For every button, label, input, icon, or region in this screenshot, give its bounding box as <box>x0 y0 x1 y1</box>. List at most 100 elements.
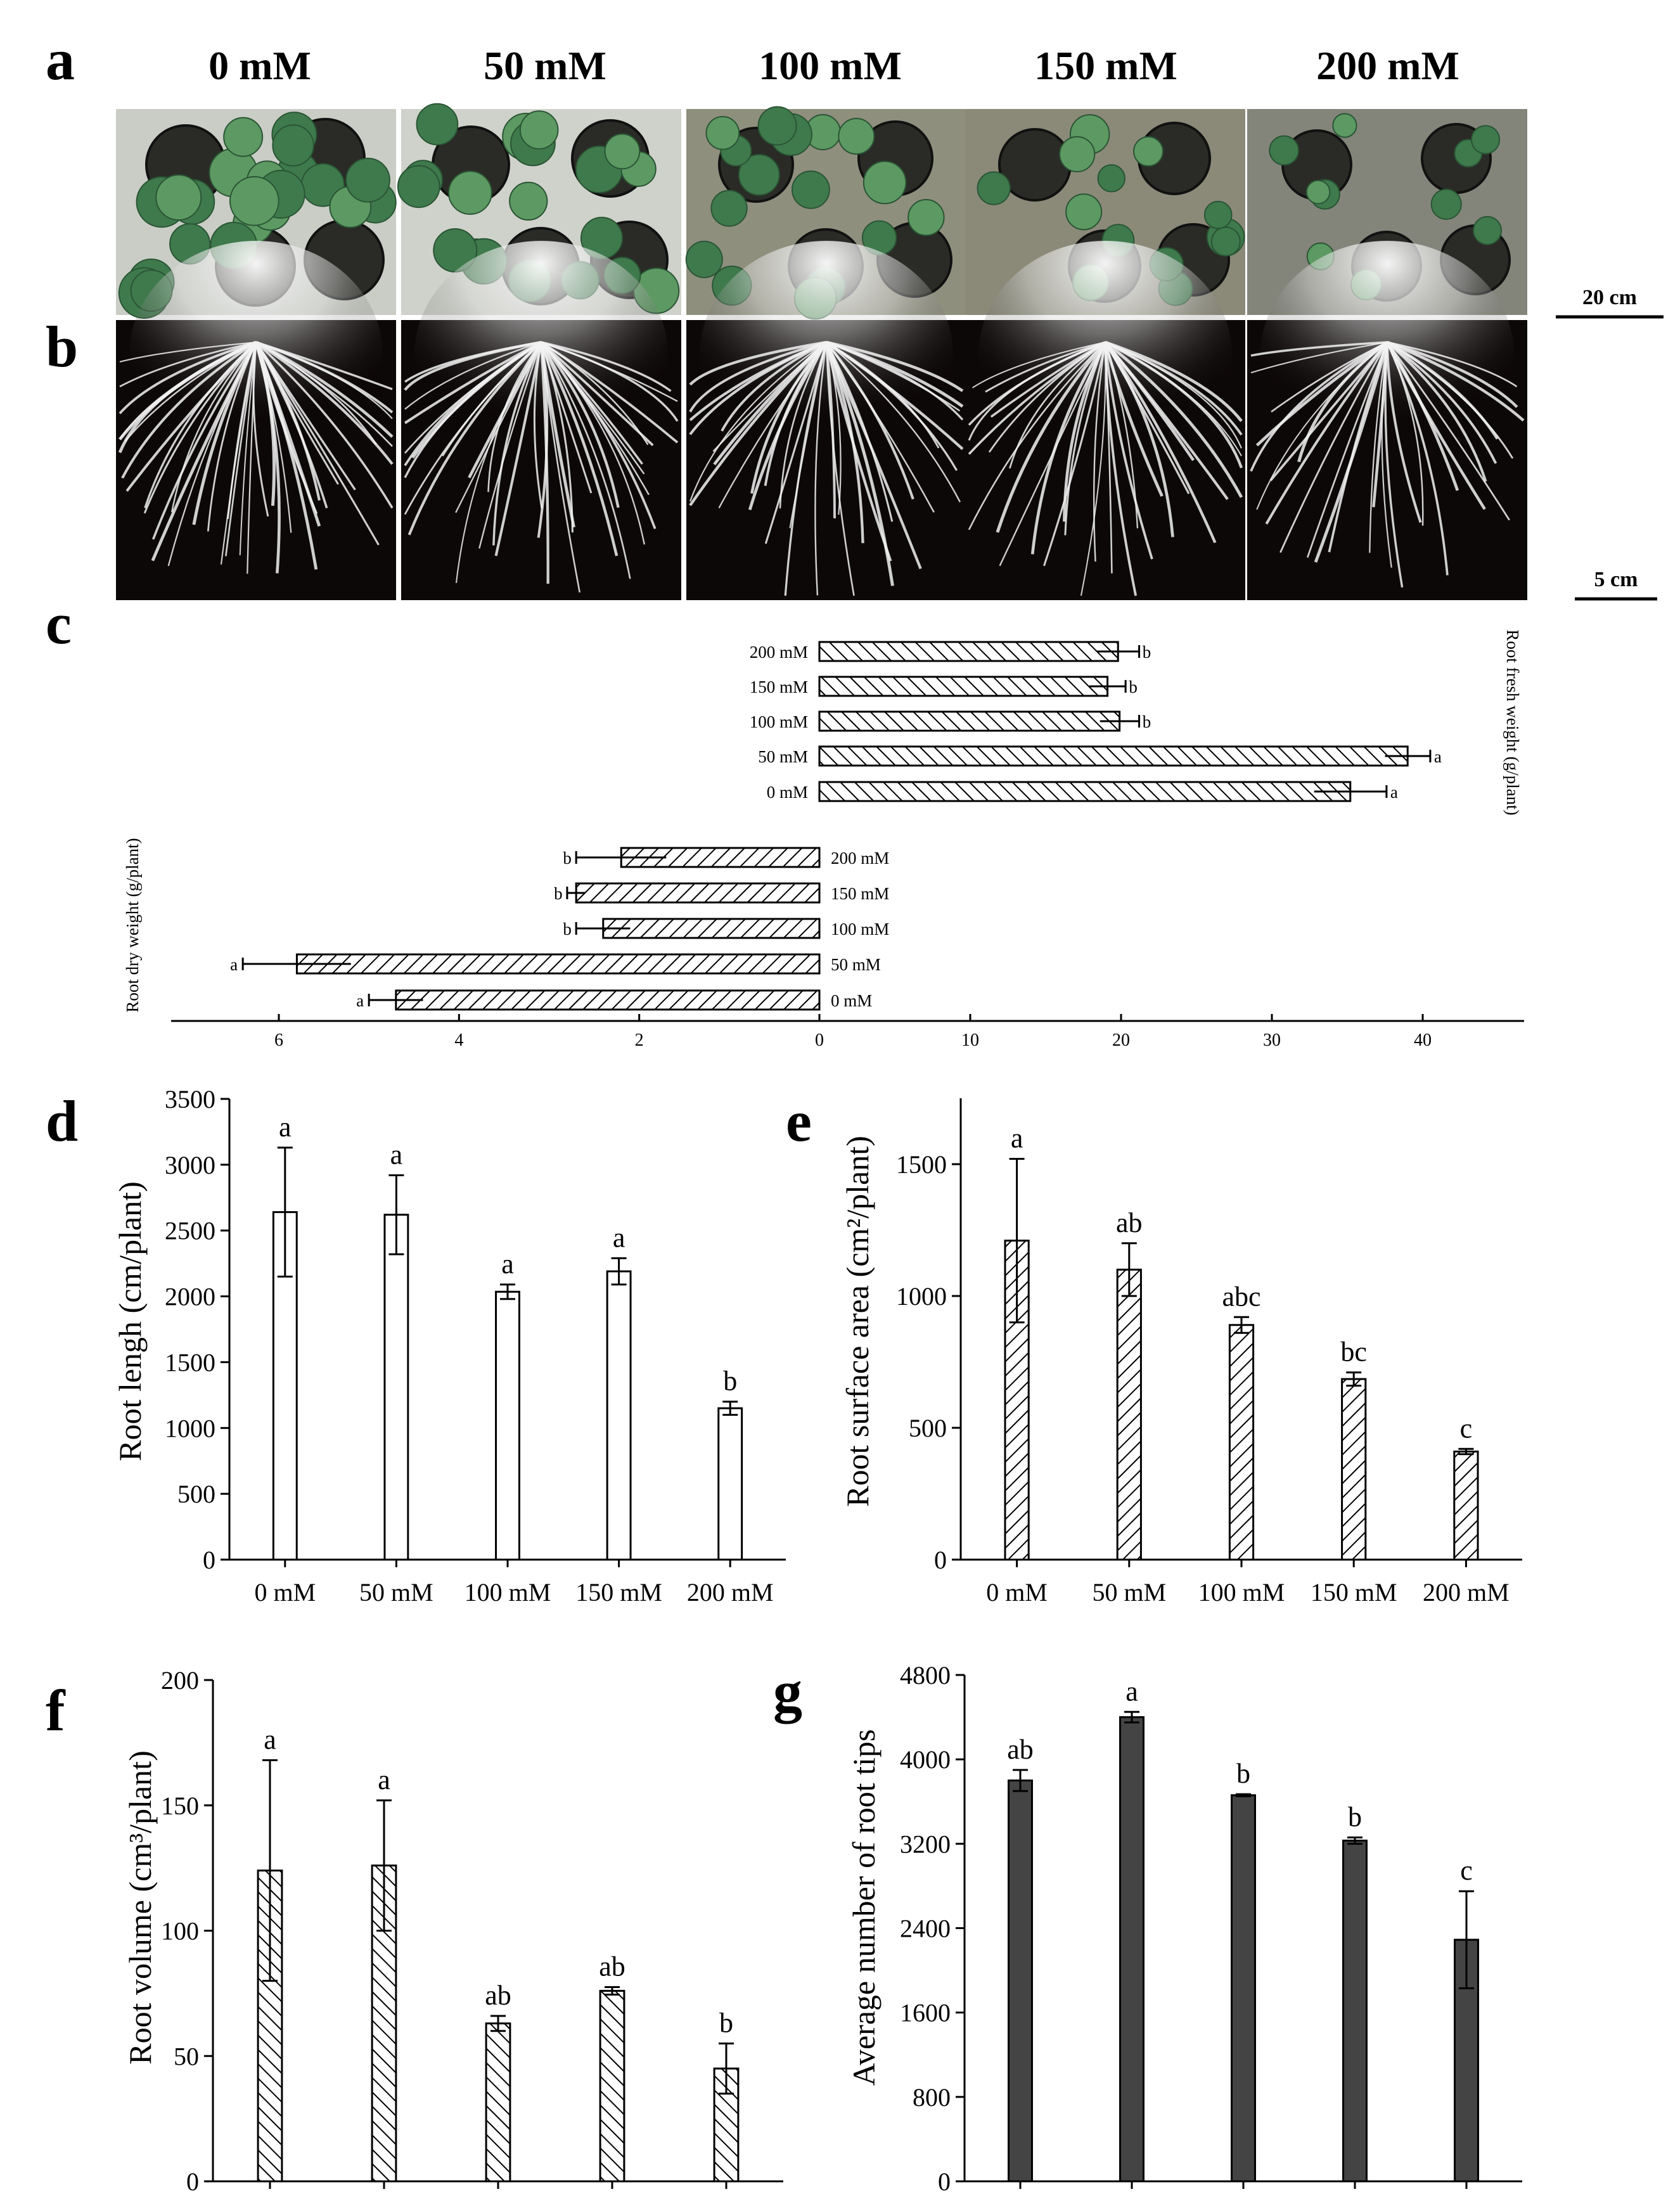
c-fresh-bar <box>818 745 1409 767</box>
c-fresh-letter: b <box>1143 712 1151 731</box>
root-strand <box>689 340 827 386</box>
root-strand <box>152 341 257 540</box>
panel-d-x-tick-label: 0 mM <box>254 1578 316 1607</box>
panel-d-x-tick-label: 50 mM <box>359 1578 433 1607</box>
panel-e-y-tick-label: 1500 <box>896 1150 947 1179</box>
leaf <box>757 106 797 146</box>
panel-label-e: e <box>786 1089 812 1153</box>
c-dry-bar <box>295 953 821 975</box>
leaf <box>1203 200 1233 229</box>
root-strand <box>255 341 393 390</box>
concentration-header: 100 mM <box>759 43 902 88</box>
root-strand <box>779 342 828 509</box>
concentration-headers: 0 mM 50 mM 100 mM 150 mM 200 mM <box>208 43 1459 88</box>
scale-bar-photo-label: 20 cm <box>1582 286 1637 309</box>
panel-d-letter: a <box>613 1222 625 1253</box>
root-strand <box>119 341 257 414</box>
c-dry-letter: b <box>554 884 563 903</box>
concentration-header: 50 mM <box>484 43 606 88</box>
c-fresh-tick-label: 30 <box>1263 1030 1281 1050</box>
panel-label-c: c <box>46 591 72 656</box>
root-strand <box>255 341 393 447</box>
root-scan <box>116 241 396 600</box>
leaf <box>229 176 279 226</box>
panel-g-y-tick-label: 0 <box>938 2167 951 2191</box>
root-strand <box>825 342 894 522</box>
root-strand <box>404 340 542 391</box>
panel-g-y-tick-label: 2400 <box>900 1915 951 1943</box>
root-strand <box>541 341 672 392</box>
panel-label-d: d <box>46 1089 78 1153</box>
panel-d-bar <box>383 1214 409 1561</box>
c-dry-ylabel: Root dry weight (g/plant) <box>123 838 142 1012</box>
root-scan <box>1247 241 1527 600</box>
leaf <box>1473 215 1502 245</box>
c-fresh-tick-label: 0 <box>815 1030 824 1050</box>
root-strand <box>826 340 964 408</box>
root-strand <box>1105 342 1242 457</box>
panel-e-chart: Root surface area (cm²/plant) 0 500 1000 15… <box>840 1098 1522 1607</box>
panel-g-letter: c <box>1460 1855 1473 1886</box>
leaf <box>448 170 492 215</box>
root-strand <box>825 341 914 500</box>
leaf <box>223 117 264 157</box>
panel-f-y-tick-label: 150 <box>161 1792 199 1820</box>
leaf <box>792 170 830 209</box>
c-fresh-category-label: 0 mM <box>767 783 808 802</box>
root-strand <box>1386 341 1497 465</box>
panel-f-chart: Root volume (cm³/plant) 050100150200a0 m… <box>122 1666 783 2194</box>
root-strand <box>225 342 257 556</box>
panel-c-chart: Root fresh weight (g/plant) Root dry wei… <box>123 629 1524 1050</box>
root-strand <box>1104 342 1153 560</box>
g-ylabel: Average number of root tips <box>846 1729 882 2086</box>
panel-d-y-tick-label: 2000 <box>165 1283 215 1311</box>
panel-e-x-tick-label: 0 mM <box>986 1578 1048 1607</box>
c-dry-tick-label: 4 <box>454 1030 463 1050</box>
root-strand <box>192 341 258 525</box>
root-strand <box>825 342 855 596</box>
root-strand <box>1063 341 1107 522</box>
leaf <box>705 115 740 150</box>
c-dry-category-label: 0 mM <box>831 991 872 1010</box>
root-strand <box>144 341 257 509</box>
root-strand <box>255 341 394 509</box>
root-strand <box>968 341 1106 426</box>
leaf <box>838 118 875 155</box>
leaf <box>1269 135 1300 166</box>
root-strand <box>825 342 836 518</box>
root-strand <box>255 341 394 465</box>
panel-e-x-tick-label: 200 mM <box>1423 1578 1510 1607</box>
root-strand <box>1279 342 1388 553</box>
root-strand <box>404 341 542 410</box>
root-scan <box>965 241 1245 600</box>
panel-f-letter: a <box>378 1764 390 1795</box>
root-strand <box>784 342 828 596</box>
c-fresh-letter: a <box>1434 747 1442 766</box>
root-strand <box>119 341 257 388</box>
root-strand <box>1104 342 1138 596</box>
c-dry-tick-label: 2 <box>635 1030 644 1050</box>
root-strand <box>1103 342 1164 497</box>
leaf <box>862 160 907 205</box>
leaf <box>738 153 780 196</box>
panel-e-bar <box>1453 1450 1479 1561</box>
root-strand <box>1104 342 1190 494</box>
leaf <box>509 181 548 221</box>
c-dry-category-label: 100 mM <box>831 920 889 939</box>
root-scan <box>401 241 681 600</box>
c-fresh-tick-label: 10 <box>961 1030 979 1050</box>
panel-label-f: f <box>46 1678 66 1743</box>
root-strand <box>1104 341 1195 461</box>
root-strand <box>1386 342 1449 575</box>
root-strand <box>455 342 542 583</box>
leaf <box>416 103 459 146</box>
root-strand <box>968 342 1106 530</box>
root-strand <box>494 342 543 556</box>
panel-d-y-tick-label: 1000 <box>165 1414 215 1442</box>
leaf <box>272 124 314 167</box>
root-strand <box>540 342 631 579</box>
root-strand <box>1381 342 1392 568</box>
panel-d-letter: a <box>279 1112 292 1143</box>
panel-label-g: g <box>773 1659 802 1724</box>
root-strand <box>988 341 1106 453</box>
